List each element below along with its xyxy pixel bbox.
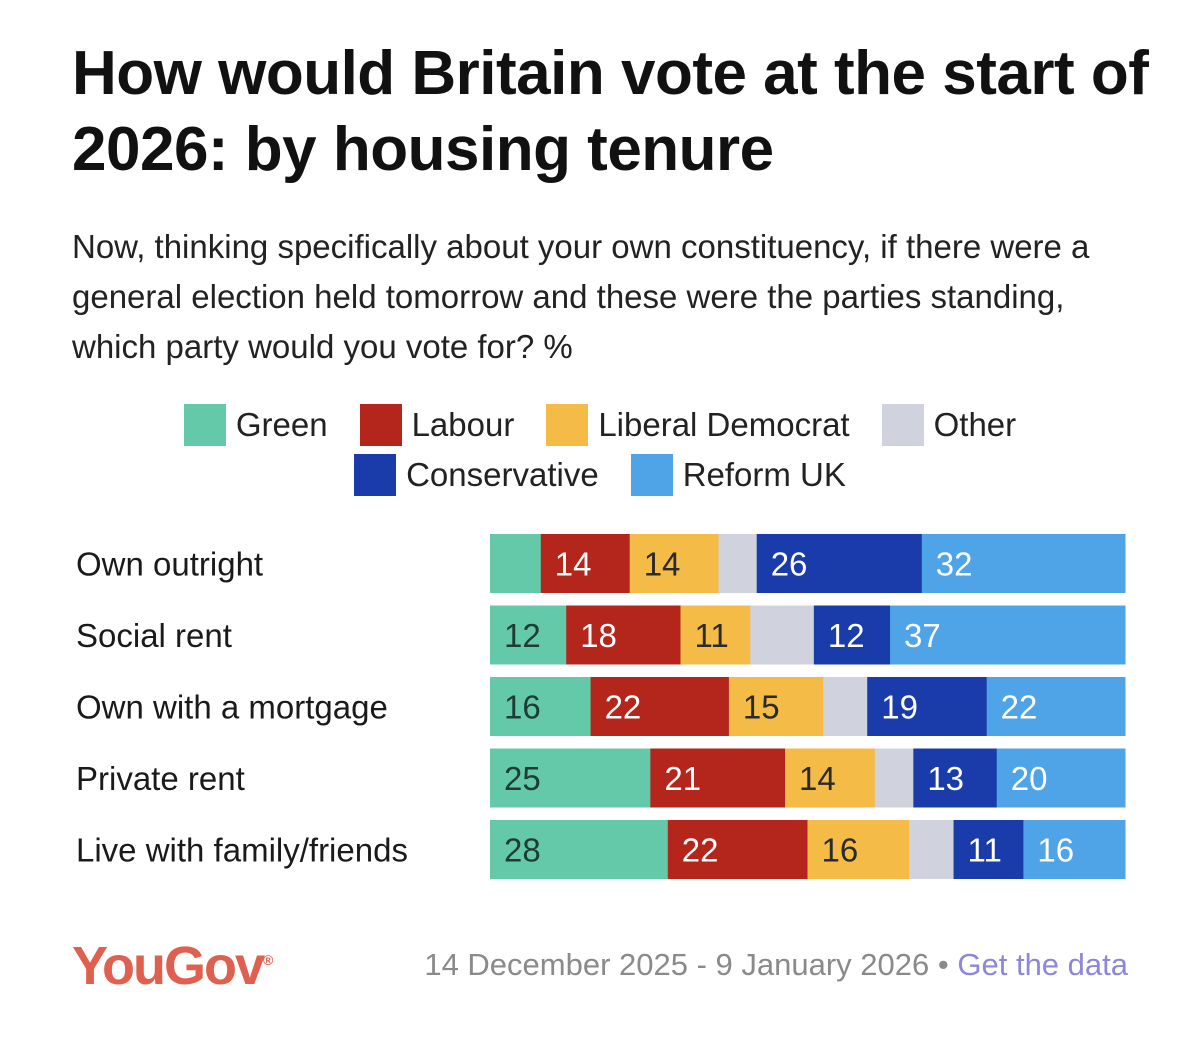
footer-separator: • — [937, 947, 949, 982]
data-label: 14 — [799, 760, 836, 797]
yougov-logo: YouGov® — [72, 935, 273, 997]
bar-segment-reform-uk — [890, 605, 1126, 665]
legend-swatch-other — [881, 404, 924, 446]
bar-segment-conservative — [913, 748, 998, 808]
legend-item-liberal-democrat: Liberal Democrat — [546, 404, 850, 446]
data-label: 22 — [682, 832, 719, 869]
data-label: 12 — [828, 617, 865, 654]
logo-registered-mark: ® — [263, 952, 273, 968]
bar-segment-other — [874, 748, 914, 808]
data-label: 11 — [968, 832, 1002, 869]
bar-segment-conservative — [867, 677, 988, 736]
category-label: Own with a mortgage — [76, 689, 388, 726]
bar-segment-green — [490, 820, 669, 879]
category-label: Private rent — [76, 760, 245, 797]
data-label: 14 — [644, 546, 681, 583]
bar-row: Own outright 14 14 26 32 — [76, 534, 1126, 593]
data-label: 19 — [881, 689, 918, 726]
data-label: 13 — [927, 760, 964, 797]
data-label: 12 — [504, 617, 541, 654]
bar-segment-conservative — [756, 534, 923, 593]
bar-segment-conservative — [813, 605, 891, 665]
footer-meta: 14 December 2025 - 9 January 2026 • Get … — [424, 947, 1128, 983]
bar-segment-green — [490, 534, 542, 593]
chart-title: How would Britain vote at the start of 2… — [72, 39, 1149, 184]
legend-label-labour: Labour — [411, 406, 515, 443]
data-label: 26 — [771, 546, 808, 583]
logo-text: YouGov — [72, 936, 265, 996]
legend-item-reform-uk: Reform UK — [630, 454, 846, 496]
bar-row: Live with family/friends 28 22 16 11 16 — [76, 820, 1126, 879]
legend-row-2: Conservative Reform UK — [60, 454, 1140, 496]
date-range: 14 December 2025 - 9 January 2026 — [424, 947, 930, 982]
bar-segment-liberal-democrat — [785, 748, 876, 808]
bar-segment-reform-uk — [1023, 820, 1126, 879]
data-label: 25 — [504, 760, 541, 797]
legend-swatch-labour — [359, 404, 402, 446]
chart-subtitle: Now, thinking specifically about your ow… — [72, 228, 1090, 365]
bar-segment-reform-uk — [996, 748, 1126, 808]
data-label: 21 — [664, 760, 701, 797]
legend-swatch-reform-uk — [630, 454, 673, 496]
bar-segment-other — [909, 820, 955, 879]
legend: Green Labour Liberal Democrat Other Cons… — [60, 404, 1140, 496]
legend-swatch-conservative — [354, 454, 397, 496]
footer: YouGov® 14 December 2025 - 9 January 202… — [72, 935, 1132, 1005]
legend-swatch-green — [183, 404, 226, 446]
legend-label-liberal-democrat: Liberal Democrat — [598, 406, 850, 443]
legend-item-green: Green — [183, 404, 328, 446]
bar-row: Private rent 25 21 14 13 20 — [76, 748, 1126, 808]
bar-segment-labour — [650, 748, 786, 808]
bar-segment-reform-uk — [986, 677, 1126, 736]
data-label: 16 — [504, 689, 541, 726]
legend-swatch-liberal-democrat — [546, 404, 589, 446]
bar-segment-liberal-democrat — [680, 605, 751, 665]
stacked-bar-chart: Own outright 14 14 26 32 Social rent 12 18 11 12 3… — [76, 534, 1126, 879]
bar-segment-liberal-democrat — [807, 820, 910, 879]
bar-row: Own with a mortgage 16 22 15 19 22 — [76, 677, 1126, 736]
legend-label-reform-uk: Reform UK — [682, 456, 846, 493]
legend-item-labour: Labour — [359, 404, 515, 446]
bar-segment-green — [490, 605, 567, 665]
bar-row: Social rent 12 18 11 12 37 — [76, 605, 1126, 665]
bar-segment-labour — [590, 677, 730, 736]
data-label: 22 — [1001, 689, 1038, 726]
data-label: 14 — [555, 546, 592, 583]
bar-segment-green — [490, 677, 592, 736]
bar-segment-other — [823, 677, 868, 736]
category-label: Own outright — [76, 546, 263, 583]
bar-segment-labour — [566, 605, 681, 665]
data-label: 18 — [580, 617, 617, 654]
legend-label-conservative: Conservative — [406, 456, 599, 493]
data-label: 20 — [1011, 760, 1048, 797]
bar-segment-liberal-democrat — [629, 534, 720, 593]
bar-segment-other — [718, 534, 758, 593]
data-label: 11 — [695, 617, 729, 654]
data-label: 16 — [822, 832, 859, 869]
bar-segment-liberal-democrat — [728, 677, 824, 736]
bar-segment-other — [750, 605, 815, 665]
legend-row-1: Green Labour Liberal Democrat Other — [60, 404, 1140, 446]
bar-segment-conservative — [953, 820, 1024, 879]
bar-segment-reform-uk — [921, 534, 1126, 593]
legend-item-conservative: Conservative — [354, 454, 599, 496]
category-label: Live with family/friends — [76, 832, 408, 869]
data-label: 22 — [605, 689, 642, 726]
bar-segment-green — [490, 748, 651, 808]
data-label: 37 — [904, 617, 941, 654]
category-label: Social rent — [76, 617, 232, 654]
get-the-data-link[interactable]: Get the data — [957, 947, 1128, 982]
data-label: 28 — [504, 832, 541, 869]
legend-item-other: Other — [881, 404, 1017, 446]
legend-label-other: Other — [933, 406, 1017, 443]
bar-segment-labour — [667, 820, 808, 879]
data-label: 32 — [936, 546, 973, 583]
legend-label-green: Green — [235, 406, 328, 443]
data-label: 16 — [1037, 832, 1074, 869]
bar-segment-labour — [540, 534, 631, 593]
data-label: 15 — [743, 689, 780, 726]
